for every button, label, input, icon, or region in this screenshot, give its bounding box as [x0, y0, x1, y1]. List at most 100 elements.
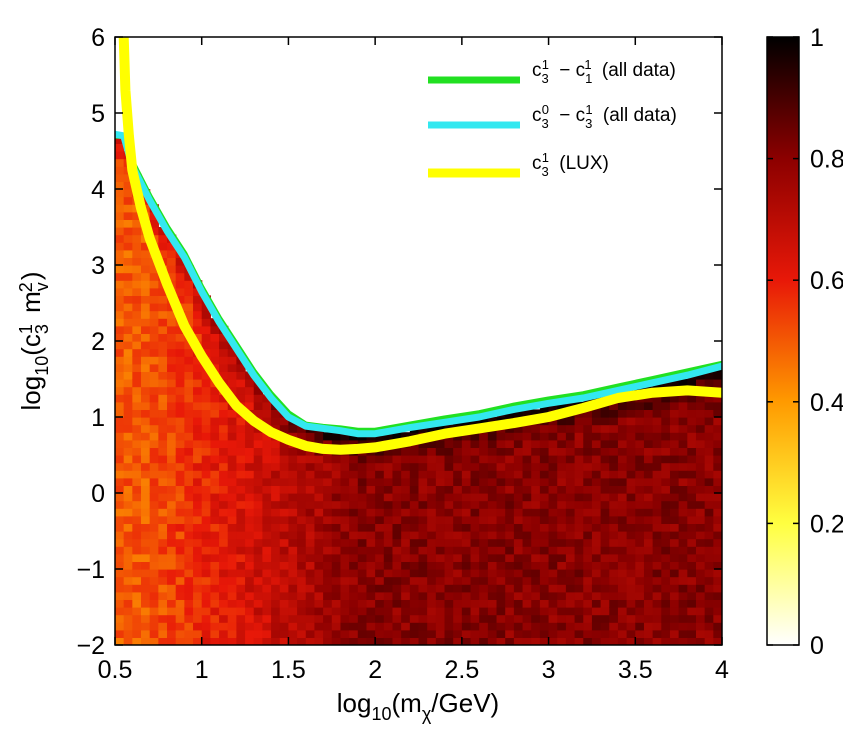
heatmap-cell [253, 607, 264, 616]
heatmap-cell [565, 439, 576, 448]
heatmap-cell [184, 356, 194, 365]
heatmap-cell [175, 599, 185, 608]
heatmap-cell [175, 439, 185, 448]
heatmap-cell [193, 584, 203, 593]
heatmap-cell [123, 569, 133, 578]
heatmap-cell [427, 591, 437, 600]
heatmap-cell [201, 500, 211, 509]
heatmap-cell [158, 424, 168, 433]
heatmap-cell [635, 553, 645, 562]
heatmap-cell [375, 584, 385, 593]
heatmap-cell [609, 553, 619, 562]
heatmap-cell [487, 447, 498, 456]
heatmap-cell [253, 500, 264, 509]
heatmap-cell [149, 219, 159, 228]
heatmap-cell [626, 515, 636, 524]
heatmap-cell [704, 500, 714, 509]
heatmap-cell [401, 493, 411, 502]
heatmap-cell [513, 493, 524, 502]
heatmap-cell [115, 629, 125, 638]
heatmap-cell [158, 515, 168, 524]
heatmap-cell [158, 341, 168, 350]
heatmap-cell [193, 637, 203, 645]
heatmap-cell [609, 439, 619, 448]
heatmap-cell [401, 455, 411, 464]
heatmap-cell [340, 477, 350, 486]
heatmap-cell [392, 584, 402, 593]
heatmap-cell [496, 637, 506, 645]
heatmap-cell [158, 553, 168, 562]
heatmap-cell [123, 303, 133, 312]
heatmap-cell [288, 500, 298, 509]
heatmap-cell [435, 561, 446, 570]
heatmap-cell [591, 538, 602, 547]
heatmap-cell [375, 470, 385, 479]
heatmap-cell [141, 348, 151, 357]
heatmap-cell [600, 622, 610, 631]
heatmap-cell [115, 477, 125, 486]
heatmap-cell [227, 599, 237, 608]
heatmap-cell [522, 637, 532, 645]
heatmap-cell [262, 523, 272, 532]
heatmap-cell [132, 356, 142, 365]
heatmap-cell [409, 447, 420, 456]
heatmap-cell [643, 515, 654, 524]
heatmap-cell [201, 607, 211, 616]
colorbar-tick-label: 0 [810, 632, 824, 660]
heatmap-cell [288, 569, 298, 578]
heatmap-cell [591, 515, 602, 524]
heatmap-cell [687, 599, 697, 608]
heatmap-cell [245, 531, 255, 540]
heatmap-cell [687, 561, 697, 570]
heatmap-cell [522, 538, 532, 547]
heatmap-cell [366, 477, 376, 486]
heatmap-cell [583, 417, 593, 426]
heatmap-cell [349, 439, 359, 448]
heatmap-cell [227, 485, 237, 494]
heatmap-cell [305, 485, 316, 494]
heatmap-cell [115, 432, 125, 441]
heatmap-cell [609, 409, 619, 418]
heatmap-cell [600, 637, 610, 645]
heatmap-cell [141, 318, 151, 327]
heatmap-cell [539, 591, 550, 600]
heatmap-cell [522, 576, 532, 585]
heatmap-cell [643, 477, 654, 486]
heatmap-cell [210, 417, 220, 426]
heatmap-cell [167, 371, 177, 380]
heatmap-cell [401, 576, 411, 585]
heatmap-cell [219, 493, 229, 502]
heatmap-cell [522, 485, 532, 494]
heatmap-cell [435, 455, 446, 464]
heatmap-cell [331, 470, 342, 479]
heatmap-cell [262, 591, 272, 600]
heatmap-cell [643, 584, 654, 593]
heatmap-cell [340, 523, 350, 532]
heatmap-cell [704, 622, 714, 631]
heatmap-cell [401, 523, 411, 532]
heatmap-cell [687, 629, 697, 638]
heatmap-cell [565, 546, 576, 555]
heatmap-cell [574, 569, 584, 578]
heatmap-cell [401, 515, 411, 524]
heatmap-cell [158, 637, 168, 645]
heatmap-cell [626, 637, 636, 645]
heatmap-cell [479, 531, 489, 540]
heatmap-cell [626, 629, 636, 638]
heatmap-cell [461, 439, 472, 448]
heatmap-cell [297, 485, 307, 494]
heatmap-cell [115, 599, 125, 608]
heatmap-cell [262, 432, 272, 441]
heatmap-cell [219, 614, 229, 623]
heatmap-cell [487, 561, 498, 570]
heatmap-cell [201, 371, 211, 380]
heatmap-cell [487, 614, 498, 623]
heatmap-cell [123, 356, 133, 365]
heatmap-cell [418, 561, 428, 570]
heatmap-cell [539, 515, 550, 524]
heatmap-cell [565, 477, 576, 486]
heatmap-cell [609, 462, 619, 471]
heatmap-cell [444, 569, 454, 578]
heatmap-cell [635, 493, 645, 502]
heatmap-cell [409, 607, 420, 616]
